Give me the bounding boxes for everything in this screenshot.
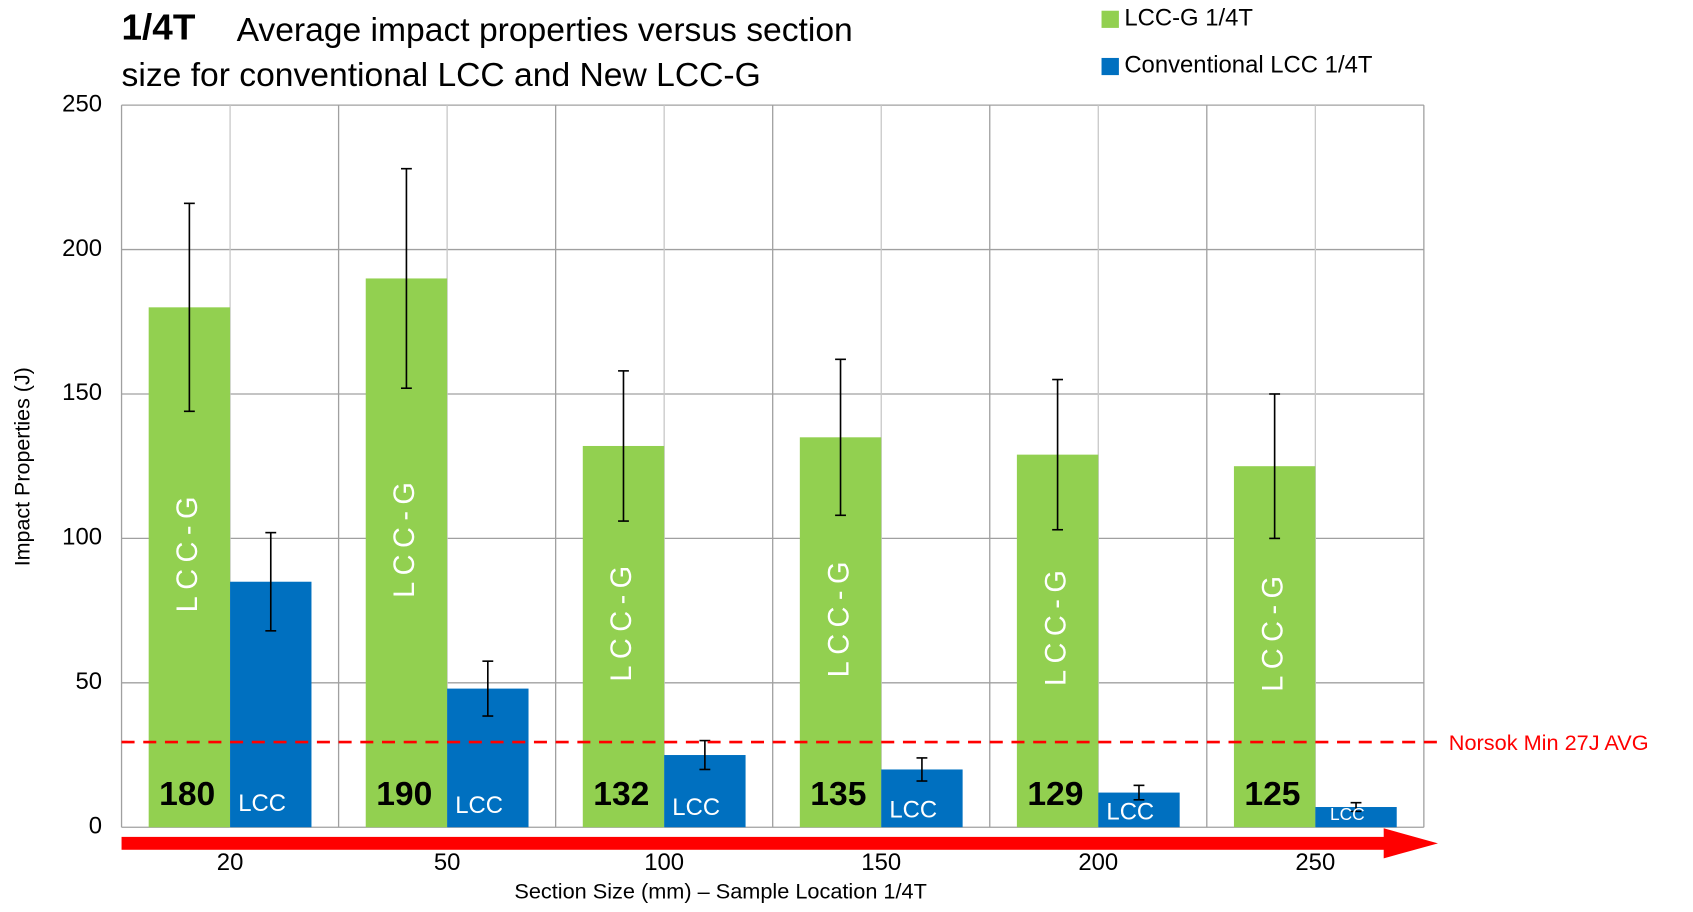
error-bar xyxy=(482,660,494,717)
bar xyxy=(1315,807,1397,828)
bar-inner-label: LCC xyxy=(1330,804,1365,824)
error-bar xyxy=(835,358,846,517)
error-bar xyxy=(1133,784,1145,801)
value-label: 180 xyxy=(159,776,215,813)
error-bar xyxy=(183,202,195,413)
y-tick-label: 150 xyxy=(62,380,102,406)
legend-label: Conventional LCC 1/4T xyxy=(1124,53,1372,79)
value-label: 125 xyxy=(1244,776,1300,813)
y-tick-label: 0 xyxy=(89,814,102,840)
bar-inner-label: LCC-G xyxy=(823,555,855,677)
x-axis-arrow-shaft xyxy=(121,836,1386,850)
error-bar xyxy=(1052,378,1064,531)
error-bar xyxy=(401,167,412,390)
x-tick-label: 50 xyxy=(434,850,461,876)
y-tick-label: 250 xyxy=(62,91,102,117)
value-label: 132 xyxy=(593,776,649,813)
y-tick-label: 50 xyxy=(75,669,102,695)
bar-inner-label: LCC xyxy=(455,793,503,819)
bar-inner-label: LCC xyxy=(672,795,720,821)
bar-inner-label: LCC-G xyxy=(1257,569,1289,691)
bar-inner-label: LCC-G xyxy=(606,559,638,681)
bar-inner-label: LCC-G xyxy=(172,490,204,612)
x-tick-label: 100 xyxy=(644,850,684,876)
x-axis-arrow-head xyxy=(1383,828,1438,859)
chart-subtitle: size for conventional LCC and New LCC-G xyxy=(122,57,761,94)
error-bar xyxy=(916,757,928,782)
x-tick-label: 20 xyxy=(217,850,244,876)
bar-inner-label: LCC xyxy=(238,791,286,817)
value-label: 190 xyxy=(376,776,432,813)
error-bar xyxy=(265,531,277,632)
y-tick-label: 200 xyxy=(62,236,102,262)
legend-swatch xyxy=(1101,10,1119,28)
y-axis-title: Impact Properties (J) xyxy=(9,367,34,566)
x-tick-label: 200 xyxy=(1078,850,1118,876)
error-bar xyxy=(1350,801,1362,813)
bar-inner-label: LCC-G xyxy=(389,476,421,598)
error-bar xyxy=(699,739,711,771)
bar-inner-label: LCC xyxy=(889,797,937,823)
reference-line-label: Norsok Min 27J AVG xyxy=(1449,730,1649,755)
value-label: 129 xyxy=(1027,776,1083,813)
bar-inner-label: LCC-G xyxy=(1040,564,1072,686)
chart-subtitle: Average impact properties versus section xyxy=(237,12,853,49)
x-tick-label: 150 xyxy=(861,850,901,876)
legend-label: LCC-G 1/4T xyxy=(1124,6,1253,32)
legend-swatch xyxy=(1101,57,1119,76)
y-tick-label: 100 xyxy=(62,525,102,551)
bar-inner-label: LCC xyxy=(1106,800,1154,826)
error-bar xyxy=(1269,393,1281,540)
error-bar xyxy=(618,370,629,522)
value-label: 135 xyxy=(810,776,866,813)
x-axis-title: Section Size (mm) – Sample Location 1/4T xyxy=(514,878,927,903)
x-tick-label: 250 xyxy=(1295,850,1335,876)
chart-title: 1/4T xyxy=(122,7,196,48)
